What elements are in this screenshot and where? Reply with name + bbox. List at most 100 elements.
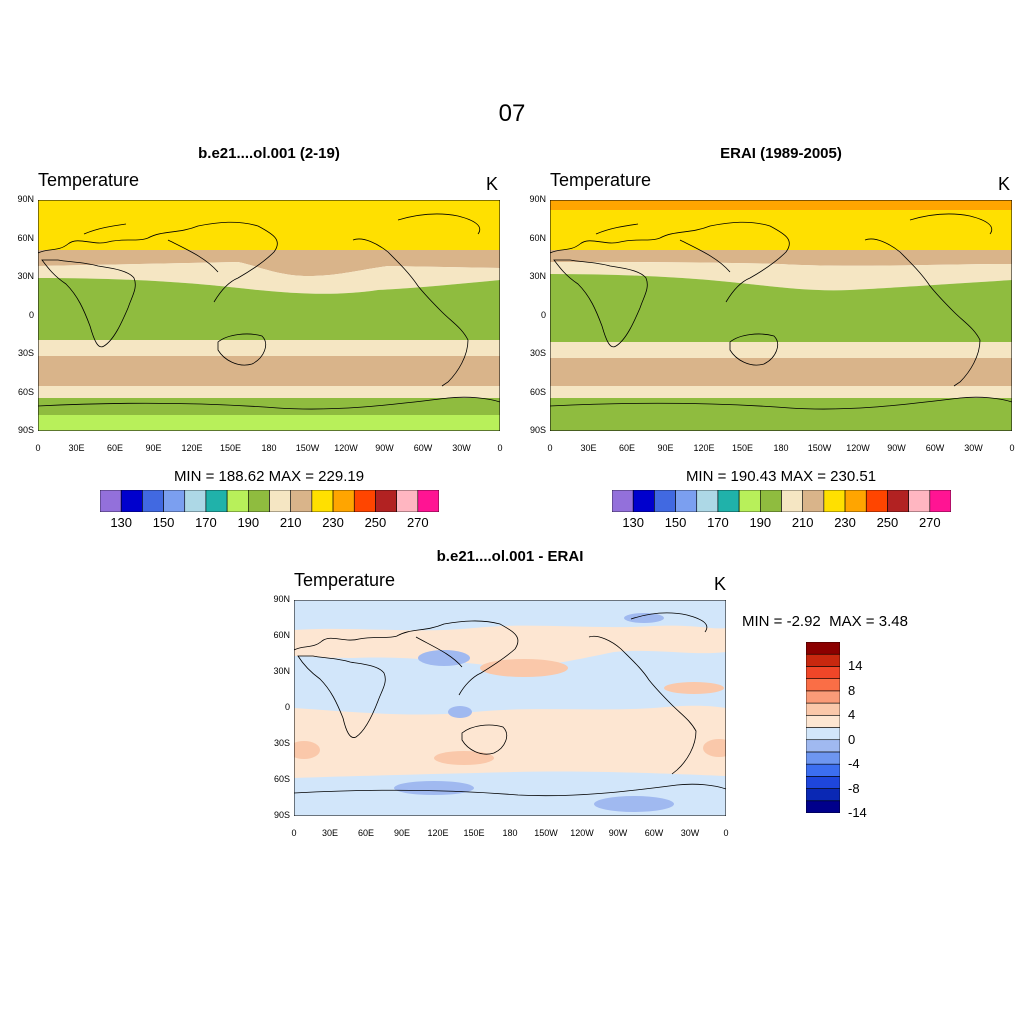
colorbar-swatch — [632, 490, 655, 512]
colorbar-swatch — [760, 490, 782, 512]
model-colorbar — [100, 490, 439, 512]
colorbar-swatch — [226, 490, 249, 512]
diff-colorbar-swatch — [806, 690, 840, 704]
colorbar-tick-label: 250 — [876, 515, 899, 530]
diff-panel-title: b.e21....ol.001 - ERAI — [436, 548, 584, 565]
model-panel-title: b.e21....ol.001 (2-19) — [198, 145, 340, 162]
obs-units-label: K — [998, 174, 1011, 194]
obs-lon-label: 150W — [807, 443, 832, 453]
model-temperature-map — [38, 200, 500, 431]
diff-min-value: MIN = -2.92 — [742, 613, 821, 630]
diff-lat-label: 60N — [273, 630, 290, 640]
diff-lon-label: 180 — [502, 828, 518, 838]
colorbar-tick-label: 210 — [279, 515, 302, 530]
obs-lat-label: 30S — [529, 348, 546, 358]
colorbar-tick-label: 150 — [152, 515, 175, 530]
colorbar-swatch — [908, 490, 931, 512]
diff-lat-label: 30N — [273, 666, 290, 676]
colorbar-swatch — [417, 490, 439, 512]
diff-temperature-map — [294, 600, 726, 816]
diff-colorbar-swatch — [806, 714, 840, 728]
band-obs-84n-65n — [550, 210, 1012, 250]
diff-colorbar-tick-label: 8 — [848, 682, 856, 698]
diff-pos-blob-s-atl — [703, 739, 726, 757]
model-lon-label: 180 — [261, 443, 277, 453]
band-model-90n-65n — [38, 200, 500, 250]
obs-temperature-map — [550, 200, 1012, 431]
model-lon-label: 60W — [413, 443, 433, 453]
colorbar-swatch — [823, 490, 846, 512]
diff-colorbar-swatch — [806, 788, 840, 802]
colorbar-tick-label: 190 — [237, 515, 260, 530]
diff-lat-label: 60S — [273, 774, 290, 784]
obs-colorbar — [612, 490, 951, 512]
model-lon-label: 150E — [219, 443, 242, 453]
band-model-78s-90s — [38, 415, 500, 431]
obs-lat-label: 60S — [529, 386, 546, 397]
model-lon-label: 0 — [497, 443, 503, 453]
colorbar-tick-label: 270 — [918, 515, 941, 530]
colorbar-swatch — [100, 490, 122, 512]
band-obs-55s-65s — [550, 386, 1012, 398]
colorbar-swatch — [142, 490, 164, 512]
diff-lon-label: 120W — [570, 828, 594, 838]
obs-lon-label: 90W — [887, 443, 906, 453]
colorbar-swatch — [248, 490, 270, 512]
diff-lon-label: 60E — [357, 828, 374, 838]
colorbar-swatch — [332, 490, 355, 512]
diff-minmax: MIN = -2.92 MAX = 3.48 — [742, 613, 908, 630]
obs-lon-label: 180 — [773, 443, 789, 453]
model-lon-label: 30E — [68, 443, 85, 453]
diff-lon-label: 0 — [723, 828, 729, 838]
obs-lat-label: 60N — [529, 232, 546, 243]
colorbar-tick-label: 270 — [406, 515, 429, 530]
diff-pos-blob-npac — [480, 659, 568, 677]
model-coastlines — [38, 213, 500, 410]
model-minmax: MIN = 188.62 MAX = 229.19 — [173, 468, 365, 485]
model-lat-label: 60N — [17, 232, 34, 243]
colorbar-swatch — [290, 490, 313, 512]
band-obs-tropics — [550, 274, 1012, 342]
colorbar-swatch — [654, 490, 676, 512]
model-lat-label: 60S — [17, 386, 34, 397]
band-obs-25s-35s — [550, 342, 1012, 358]
obs-lon-label: 30E — [580, 443, 597, 453]
model-lon-label: 90E — [145, 443, 162, 453]
colorbar-tick-label: 250 — [364, 515, 387, 530]
obs-lon-label: 90E — [657, 443, 674, 453]
diff-colorbar-tick-label: 0 — [848, 731, 856, 747]
diff-pos-band-nh — [294, 625, 726, 667]
model-lon-label: 30W — [452, 443, 471, 453]
colorbar-swatch — [205, 490, 228, 512]
colorbar-tick-label: 190 — [749, 515, 772, 530]
colorbar-swatch — [844, 490, 867, 512]
diff-lat-label: 90N — [273, 594, 290, 604]
obs-lat-label: 0 — [540, 309, 546, 320]
diff-colorbar-tick-label: -4 — [848, 756, 860, 772]
band-model-55s-65s — [38, 386, 500, 398]
diff-colorbar-swatch — [806, 776, 840, 789]
diff-colorbar-swatch — [806, 666, 840, 679]
diff-pos-blob-s-ind — [434, 751, 494, 765]
obs-minmax: MIN = 190.43 MAX = 230.51 — [685, 468, 877, 485]
colorbar-swatch — [738, 490, 761, 512]
colorbar-swatch — [675, 490, 698, 512]
obs-lat-label: 90S — [529, 425, 546, 435]
colorbar-tick-label: 130 — [110, 515, 133, 530]
band-obs-65n-48n — [550, 250, 1012, 266]
obs-panel-title: ERAI (1989-2005) — [720, 145, 842, 162]
colorbar-swatch — [865, 490, 888, 512]
diff-lon-label: 30W — [680, 828, 700, 838]
model-lat-label: 0 — [28, 309, 34, 320]
band-model-45n-30n — [38, 262, 500, 294]
diff-lon-label: 120E — [427, 828, 449, 838]
colorbar-swatch — [311, 490, 334, 512]
obs-lon-label: 60W — [925, 443, 945, 453]
diff-colorbar-tick-label: -14 — [848, 805, 867, 820]
colorbar-swatch — [353, 490, 376, 512]
obs-lon-label: 120W — [846, 443, 870, 453]
obs-lon-label: 150E — [731, 443, 754, 453]
band-model-tropics — [38, 278, 500, 340]
model-lat-label: 30N — [17, 271, 34, 281]
colorbar-swatch — [781, 490, 803, 512]
